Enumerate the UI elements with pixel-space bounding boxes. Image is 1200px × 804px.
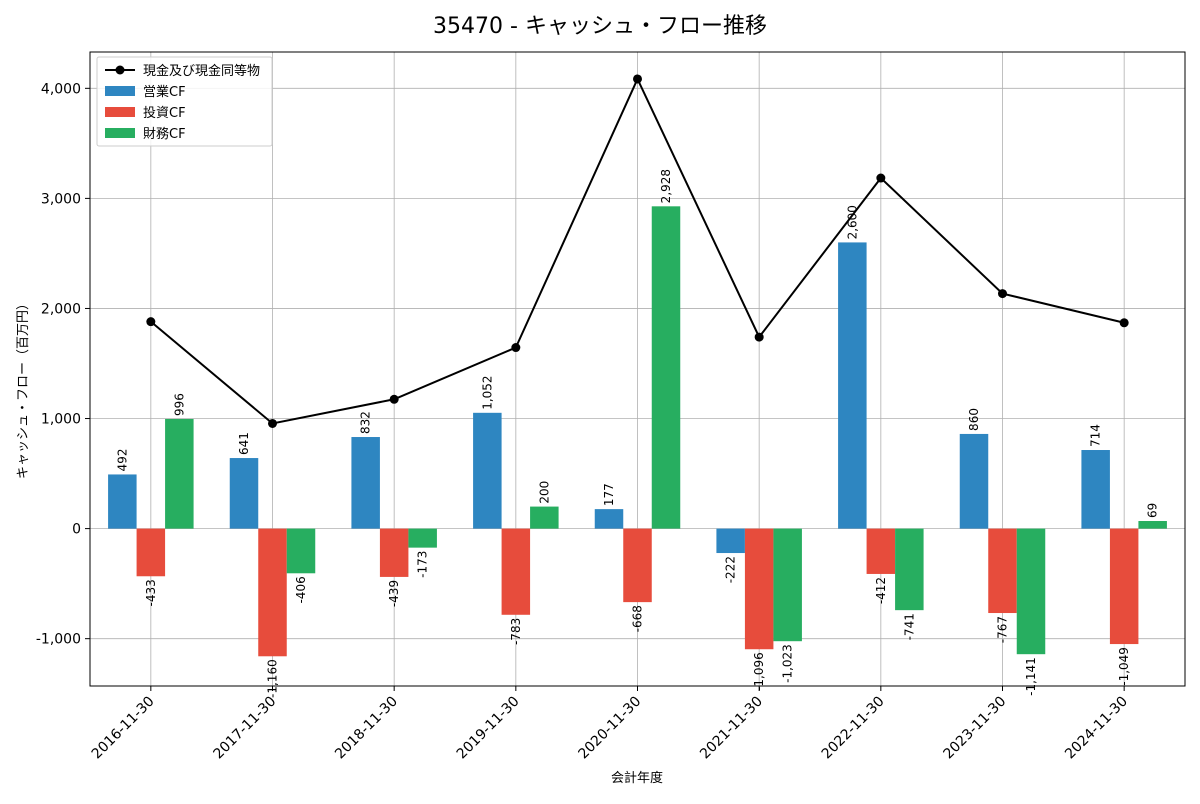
bar (623, 528, 652, 603)
y-tick-label: 1,000 (41, 412, 81, 428)
bar (594, 509, 624, 529)
legend-box (96, 56, 273, 147)
cash-point (268, 418, 277, 428)
x-tick-label: 2019-11-30 (454, 694, 523, 763)
bar (408, 528, 437, 548)
bar-label: -783 (509, 618, 523, 645)
bar (286, 528, 316, 574)
bar (716, 528, 745, 554)
x-tick-label: 2017-11-30 (210, 694, 279, 763)
bar-label: -406 (294, 576, 308, 603)
x-tick-label: 2020-11-30 (575, 694, 644, 763)
bar-label: 996 (172, 393, 186, 416)
legend-label: 現金及び現金同等物 (143, 63, 260, 79)
bar (988, 528, 1017, 614)
bar-label: 641 (237, 432, 251, 455)
bar (229, 458, 259, 529)
bar (773, 528, 802, 642)
bar-label: -1,023 (781, 644, 795, 683)
bar (258, 528, 287, 657)
legend-label: 投資CF (143, 105, 186, 121)
bar (1138, 521, 1167, 529)
bar (1081, 450, 1110, 529)
bar-label: 1,052 (480, 375, 494, 409)
x-tick-label: 2022-11-30 (819, 694, 888, 763)
bar-label: 492 (115, 449, 129, 472)
cash-point (876, 173, 886, 183)
bar (108, 474, 137, 529)
cash-point (146, 317, 156, 327)
legend-label: 営業CF (143, 84, 186, 100)
bar (530, 506, 559, 529)
bar-label: -412 (874, 577, 888, 604)
y-axis-label: キャッシュ・フロー（百万円） (16, 297, 31, 479)
y-tick-label: -1,000 (36, 632, 81, 648)
bar (379, 528, 409, 577)
bar-label: 2,928 (659, 169, 673, 203)
bar (651, 206, 681, 529)
y-tick-label: 4,000 (41, 81, 81, 97)
x-axis-label: 会計年度 (611, 770, 663, 786)
bar-label: -1,096 (752, 652, 766, 691)
bar (473, 412, 502, 529)
bar-label: -767 (996, 616, 1010, 643)
bars-layer (108, 206, 1167, 657)
x-tick-label: 2024-11-30 (1062, 694, 1131, 763)
y-tick-label: 0 (72, 522, 81, 538)
cash-point (633, 74, 642, 84)
x-tick-label: 2018-11-30 (332, 694, 401, 763)
legend-swatch (105, 86, 135, 96)
bar-label: -741 (902, 613, 916, 640)
bar-label: 860 (967, 408, 981, 431)
bar-label: -668 (631, 605, 645, 632)
bar (165, 418, 194, 529)
legend-label: 財務CF (143, 127, 186, 142)
bar (1109, 528, 1139, 645)
bar (959, 433, 989, 529)
bar (866, 528, 896, 574)
bar-label: -173 (416, 551, 430, 578)
bar-label: -222 (724, 556, 738, 583)
bar-label: -439 (387, 580, 401, 607)
bar (895, 528, 924, 611)
bar (838, 242, 867, 529)
bar-label: 714 (1089, 424, 1103, 447)
cash-point (389, 394, 399, 404)
chart-title: 35470 - キャッシュ・フロー推移 (433, 14, 767, 39)
bar-label: -1,160 (266, 659, 280, 698)
y-tick-label: 3,000 (41, 191, 81, 207)
bar-label: -1,141 (1024, 657, 1038, 696)
bar (501, 528, 531, 615)
cash-point (1119, 318, 1129, 328)
bar (136, 528, 166, 577)
bar-label: 177 (602, 483, 616, 506)
x-tick-label: 2016-11-30 (89, 694, 158, 763)
legend-swatch (105, 107, 135, 117)
bar-label: -1,049 (1117, 647, 1131, 686)
bar-label: 832 (359, 411, 373, 434)
legend-swatch (105, 128, 135, 138)
cash-point (998, 289, 1007, 299)
bar (351, 437, 380, 529)
x-tick-label: 2023-11-30 (940, 694, 1009, 763)
cash-point (754, 332, 764, 342)
bar-label: -433 (144, 579, 158, 606)
y-tick-label: 2,000 (41, 301, 81, 317)
bar-label: 200 (537, 481, 551, 504)
legend-marker (115, 65, 125, 75)
bar (744, 528, 774, 650)
bar-label: 2,600 (845, 205, 859, 239)
bar-label: 69 (1146, 503, 1160, 518)
bar (1016, 528, 1046, 655)
x-tick-label: 2021-11-30 (697, 694, 766, 763)
cash-point (511, 343, 521, 353)
line-layer (146, 74, 1129, 428)
